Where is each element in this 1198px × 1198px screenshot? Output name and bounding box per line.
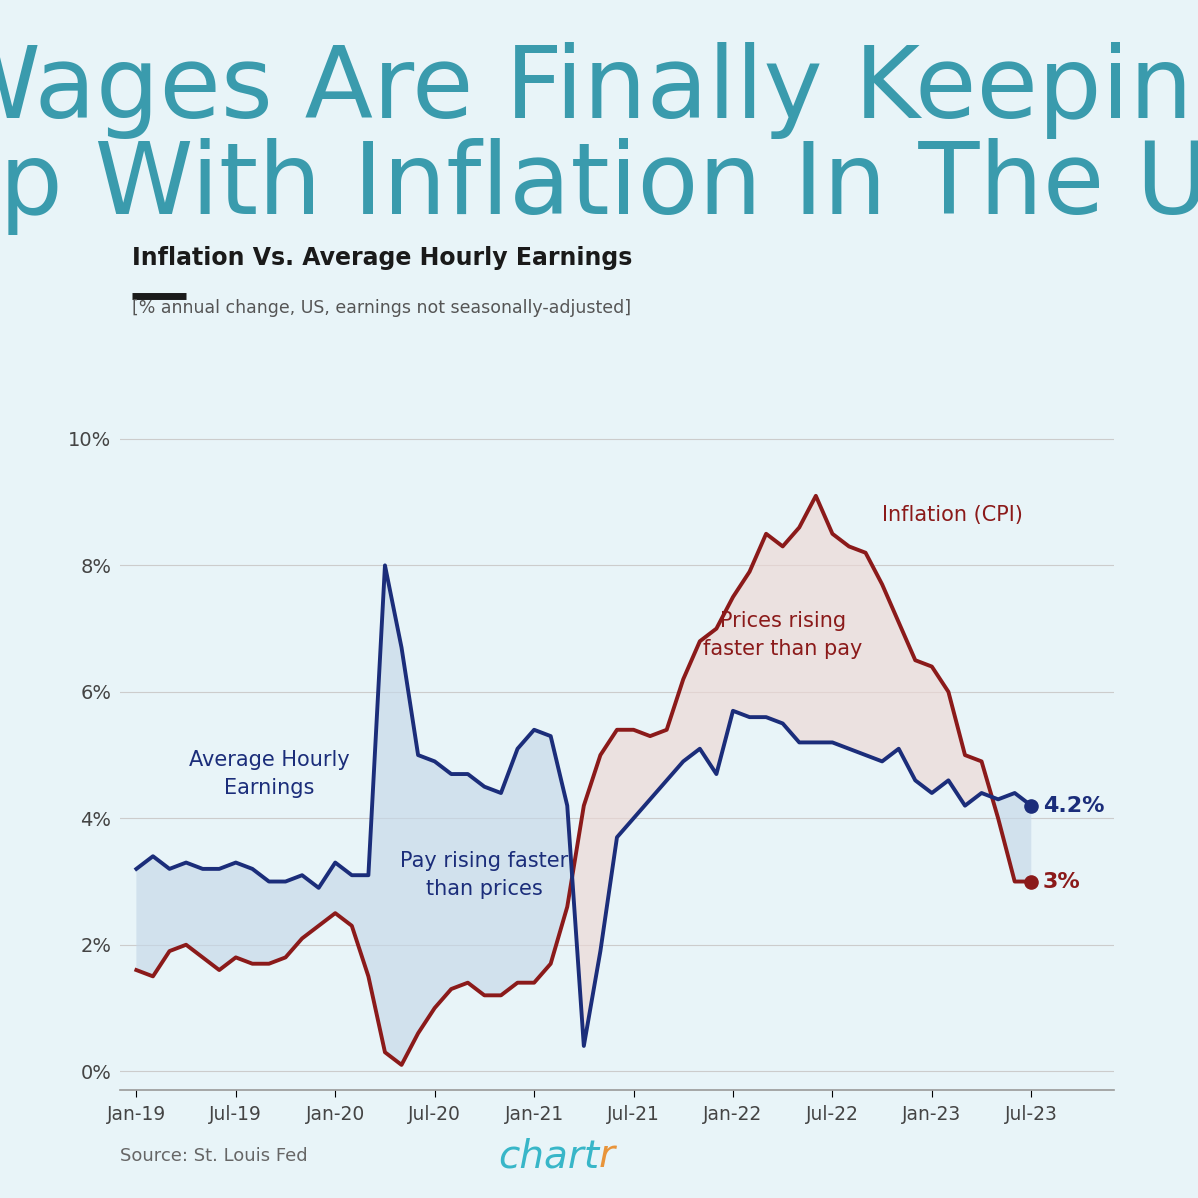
Text: Up With Inflation In The US: Up With Inflation In The US [0, 138, 1198, 235]
Text: 4.2%: 4.2% [1043, 795, 1105, 816]
Point [1022, 872, 1041, 891]
Text: Inflation Vs. Average Hourly Earnings: Inflation Vs. Average Hourly Earnings [132, 246, 633, 270]
Text: Prices rising
faster than pay: Prices rising faster than pay [703, 611, 863, 659]
Text: [% annual change, US, earnings not seasonally-adjusted]: [% annual change, US, earnings not seaso… [132, 300, 631, 317]
Text: 3%: 3% [1043, 871, 1081, 891]
Text: Pay rising faster
than prices: Pay rising faster than prices [400, 852, 569, 900]
Text: Wages Are Finally Keeping: Wages Are Finally Keeping [0, 42, 1198, 139]
Text: chart: chart [498, 1137, 599, 1175]
Text: Average Hourly
Earnings: Average Hourly Earnings [188, 750, 350, 798]
Text: Inflation (CPI): Inflation (CPI) [882, 504, 1023, 525]
Text: Source: St. Louis Fed: Source: St. Louis Fed [120, 1146, 308, 1166]
Point [1022, 797, 1041, 816]
Text: r: r [599, 1137, 615, 1175]
